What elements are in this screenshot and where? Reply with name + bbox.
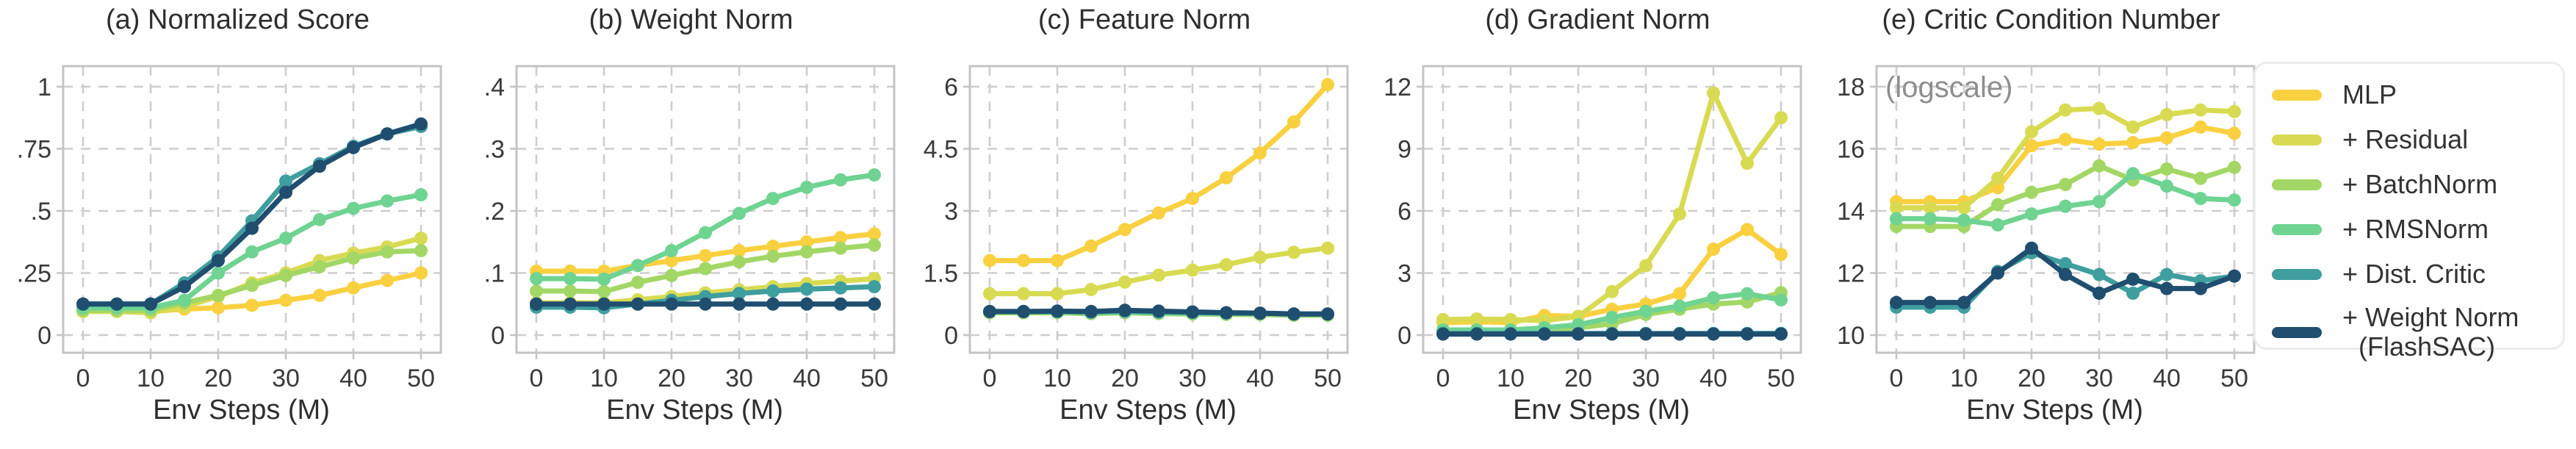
line-plot: 0 10 20 30 40 50 10 12 14 16 18 (logscale) — [1837, 65, 2256, 392]
legend-swatch-dist-critic — [2272, 268, 2322, 280]
svg-text:1.5: 1.5 — [924, 260, 958, 288]
line-plot: 0 10 20 30 40 50 0 1.5 3 4.5 6 — [924, 65, 1349, 392]
svg-text:30: 30 — [1179, 364, 1206, 392]
svg-text:30: 30 — [272, 364, 300, 392]
svg-text:50: 50 — [2220, 364, 2248, 392]
svg-text:0: 0 — [530, 364, 544, 392]
x-axis-label: Env Steps (M) — [1966, 395, 2143, 425]
svg-text:20: 20 — [2018, 364, 2046, 392]
legend-swatch-batchnorm — [2272, 179, 2322, 190]
svg-text:30: 30 — [1632, 364, 1660, 392]
chart-critic-condition-number: (e) Critic Condition Number 0 10 20 30 40 50 1… — [1813, 0, 2267, 449]
svg-text:0: 0 — [37, 322, 51, 350]
legend-label: + Dist. Critic — [2342, 258, 2486, 289]
svg-text:30: 30 — [2085, 364, 2113, 392]
svg-text:10: 10 — [1043, 364, 1071, 392]
legend-label-line1: + Weight Norm — [2342, 302, 2519, 332]
svg-text:30: 30 — [725, 364, 753, 392]
chart-title: (b) Weight Norm — [589, 4, 794, 35]
svg-text:40: 40 — [2153, 364, 2181, 392]
svg-text:50: 50 — [1314, 364, 1342, 392]
legend-item-residual: + Residual — [2272, 123, 2555, 156]
svg-text:40: 40 — [1246, 364, 1274, 392]
svg-text:10: 10 — [1497, 364, 1525, 392]
svg-text:0: 0 — [1436, 364, 1450, 392]
svg-text:0: 0 — [983, 364, 997, 392]
svg-text:3: 3 — [944, 198, 958, 226]
svg-text:0: 0 — [1890, 364, 1904, 392]
chart-normalized-score: (a) Normalized Score 0 10 20 30 40 50 0 .25 .5 .7… — [0, 0, 453, 449]
svg-text:10: 10 — [1950, 364, 1978, 392]
legend-label: + RMSNorm — [2342, 213, 2489, 244]
legend-item-mlp: MLP — [2272, 79, 2555, 111]
chart-feature-norm: (c) Feature Norm 0 10 20 30 40 50 0 1.5 3 4.5 6 En… — [907, 0, 1360, 449]
legend-item-batchnorm: + BatchNorm — [2272, 168, 2555, 201]
chart-title: (c) Feature Norm — [1037, 4, 1251, 35]
legend-item-dist-critic: + Dist. Critic — [2272, 258, 2555, 290]
legend-label: + Weight Norm (FlashSAC) — [2342, 302, 2519, 362]
svg-text:.25: .25 — [17, 260, 51, 288]
svg-text:50: 50 — [1767, 364, 1795, 392]
svg-text:18: 18 — [1837, 73, 1865, 101]
legend-swatch-weight-norm — [2272, 326, 2322, 338]
svg-text:12: 12 — [1837, 260, 1865, 288]
svg-text:1: 1 — [37, 73, 51, 101]
x-axis-label: Env Steps (M) — [606, 395, 783, 425]
legend-swatch-residual — [2272, 134, 2322, 146]
legend-label: + Residual — [2342, 123, 2469, 154]
svg-text:40: 40 — [793, 364, 821, 392]
x-axis-label: Env Steps (M) — [1059, 395, 1237, 425]
chart-title: (e) Critic Condition Number — [1882, 4, 2220, 35]
chart-title: (a) Normalized Score — [106, 4, 370, 35]
svg-text:6: 6 — [1397, 198, 1411, 226]
svg-text:40: 40 — [1699, 364, 1727, 392]
chart-title: (d) Gradient Norm — [1485, 4, 1710, 35]
legend-item-rmsnorm: + RMSNorm — [2272, 213, 2555, 245]
line-plot: 0 10 20 30 40 50 0 .25 .5 .75 1 — [17, 65, 442, 392]
legend-label: MLP — [2342, 79, 2397, 109]
svg-text:.4: .4 — [484, 73, 505, 101]
svg-text:20: 20 — [1111, 364, 1139, 392]
svg-text:0: 0 — [491, 322, 505, 350]
legend-swatch-rmsnorm — [2272, 223, 2322, 235]
svg-text:50: 50 — [860, 364, 888, 392]
svg-text:16: 16 — [1837, 136, 1865, 164]
svg-text:(logscale): (logscale) — [1885, 71, 2012, 104]
svg-text:50: 50 — [407, 364, 435, 392]
svg-text:.75: .75 — [17, 136, 51, 164]
svg-text:14: 14 — [1837, 198, 1865, 226]
svg-text:10: 10 — [1837, 322, 1865, 350]
legend-label: + BatchNorm — [2342, 168, 2498, 199]
svg-text:20: 20 — [658, 364, 686, 392]
svg-text:10: 10 — [590, 364, 618, 392]
legend-label-line2: (FlashSAC) — [2359, 331, 2496, 362]
svg-text:3: 3 — [1397, 260, 1411, 288]
svg-text:20: 20 — [204, 364, 232, 392]
svg-text:10: 10 — [137, 364, 165, 392]
svg-text:0: 0 — [76, 364, 90, 392]
svg-text:.5: .5 — [31, 198, 51, 226]
svg-text:12: 12 — [1384, 73, 1411, 101]
svg-text:0: 0 — [944, 322, 958, 350]
svg-text:9: 9 — [1397, 136, 1411, 164]
svg-text:6: 6 — [944, 73, 958, 101]
svg-text:.2: .2 — [484, 198, 505, 226]
line-plot: 0 10 20 30 40 50 0 3 6 9 12 — [1384, 65, 1802, 392]
chart-weight-norm: (b) Weight Norm 0 10 20 30 40 50 0 .1 .2 .3 .4 Env… — [453, 0, 907, 449]
svg-text:0: 0 — [1397, 322, 1411, 350]
legend-swatch-mlp — [2272, 89, 2322, 101]
x-axis-label: Env Steps (M) — [1513, 395, 1690, 425]
x-axis-label: Env Steps (M) — [153, 395, 330, 425]
svg-text:40: 40 — [339, 364, 367, 392]
line-plot: 0 10 20 30 40 50 0 .1 .2 .3 .4 — [484, 65, 896, 392]
legend: MLP + Residual + BatchNorm + RMSNorm + D… — [2253, 62, 2565, 362]
svg-text:4.5: 4.5 — [924, 136, 958, 164]
svg-text:.1: .1 — [484, 260, 505, 288]
svg-text:.3: .3 — [484, 136, 505, 164]
legend-item-weight-norm: + Weight Norm (FlashSAC) — [2272, 302, 2555, 362]
chart-gradient-norm: (d) Gradient Norm 0 10 20 30 40 50 0 3 6 9 12 Env … — [1360, 0, 1813, 449]
svg-text:20: 20 — [1564, 364, 1592, 392]
